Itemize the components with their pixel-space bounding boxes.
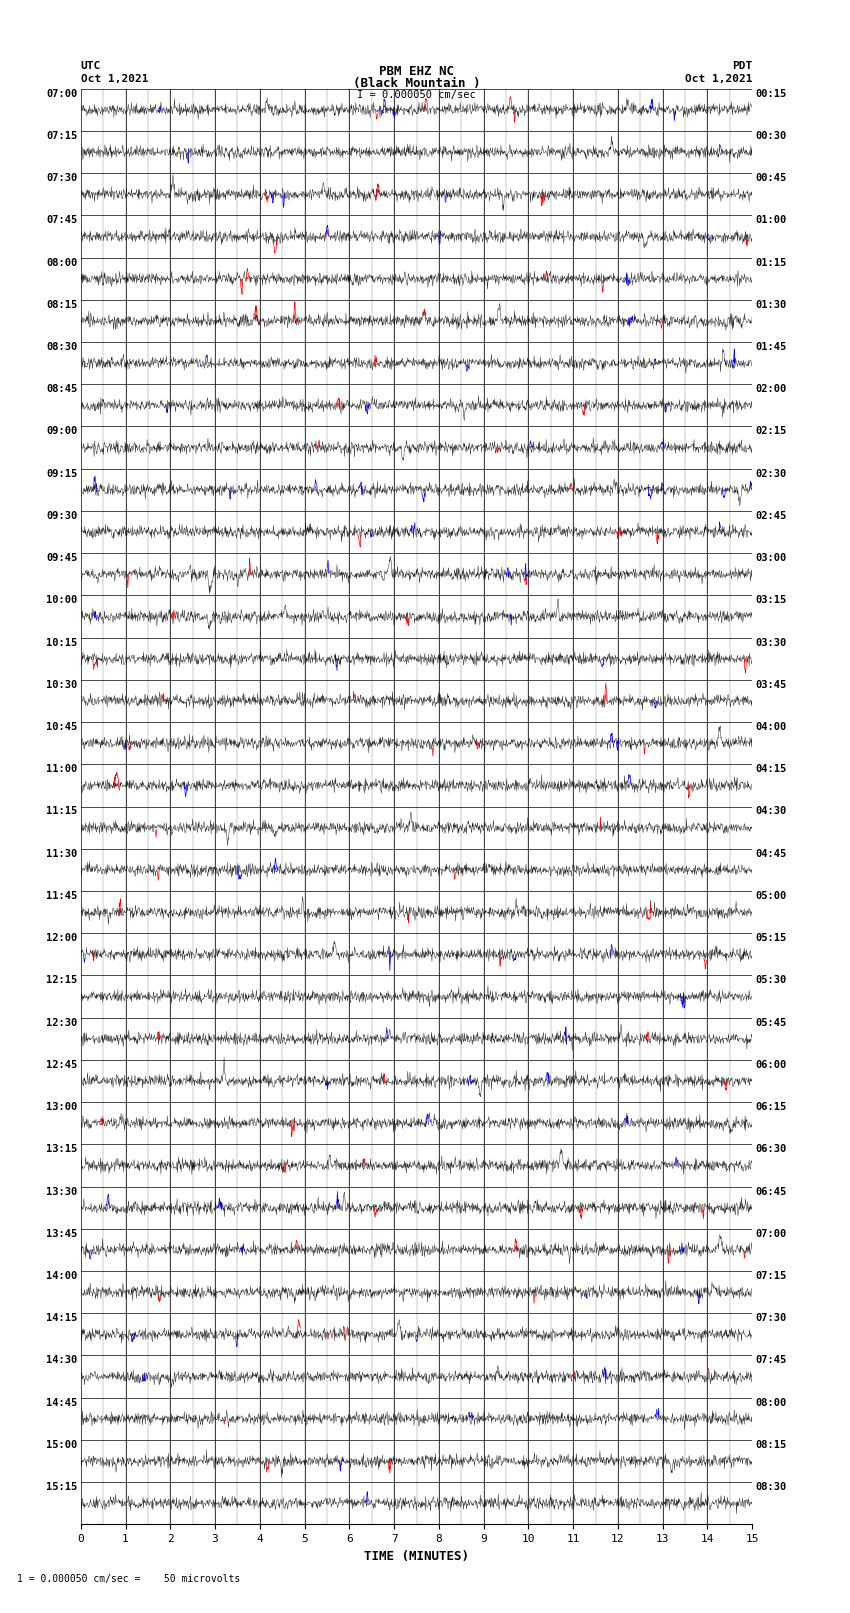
- Text: 15:00: 15:00: [46, 1440, 77, 1450]
- Text: 03:15: 03:15: [756, 595, 787, 605]
- Text: 11:00: 11:00: [46, 765, 77, 774]
- X-axis label: TIME (MINUTES): TIME (MINUTES): [364, 1550, 469, 1563]
- Text: 08:15: 08:15: [46, 300, 77, 310]
- Text: 00:15: 00:15: [756, 89, 787, 98]
- Text: 12:45: 12:45: [46, 1060, 77, 1069]
- Text: 12:00: 12:00: [46, 934, 77, 944]
- Text: 00:30: 00:30: [756, 131, 787, 140]
- Text: 01:00: 01:00: [756, 216, 787, 226]
- Text: 04:00: 04:00: [756, 723, 787, 732]
- Text: 14:45: 14:45: [46, 1397, 77, 1408]
- Text: 03:30: 03:30: [756, 637, 787, 647]
- Text: 01:15: 01:15: [756, 258, 787, 268]
- Text: 05:45: 05:45: [756, 1018, 787, 1027]
- Text: 10:45: 10:45: [46, 723, 77, 732]
- Text: 01:30: 01:30: [756, 300, 787, 310]
- Text: 14:30: 14:30: [46, 1355, 77, 1365]
- Text: PBM EHZ NC: PBM EHZ NC: [379, 65, 454, 77]
- Text: 02:30: 02:30: [756, 469, 787, 479]
- Text: 05:15: 05:15: [756, 934, 787, 944]
- Text: 02:45: 02:45: [756, 511, 787, 521]
- Text: 10:00: 10:00: [46, 595, 77, 605]
- Text: 08:30: 08:30: [756, 1482, 787, 1492]
- Text: 07:30: 07:30: [756, 1313, 787, 1323]
- Text: 03:45: 03:45: [756, 679, 787, 690]
- Text: 04:45: 04:45: [756, 848, 787, 858]
- Text: 07:15: 07:15: [46, 131, 77, 140]
- Text: I = 0.000050 cm/sec: I = 0.000050 cm/sec: [357, 90, 476, 100]
- Text: 09:15: 09:15: [46, 469, 77, 479]
- Text: 10:30: 10:30: [46, 679, 77, 690]
- Text: 08:00: 08:00: [46, 258, 77, 268]
- Text: 07:00: 07:00: [46, 89, 77, 98]
- Text: 06:00: 06:00: [756, 1060, 787, 1069]
- Text: PDT: PDT: [732, 61, 752, 71]
- Text: Oct 1,2021: Oct 1,2021: [685, 74, 752, 84]
- Text: 07:45: 07:45: [756, 1355, 787, 1365]
- Text: 1 = 0.000050 cm/sec =    50 microvolts: 1 = 0.000050 cm/sec = 50 microvolts: [17, 1574, 241, 1584]
- Text: 11:30: 11:30: [46, 848, 77, 858]
- Text: 10:15: 10:15: [46, 637, 77, 647]
- Text: 13:30: 13:30: [46, 1187, 77, 1197]
- Text: 08:30: 08:30: [46, 342, 77, 352]
- Text: 06:30: 06:30: [756, 1144, 787, 1155]
- Text: 01:45: 01:45: [756, 342, 787, 352]
- Text: 05:00: 05:00: [756, 890, 787, 902]
- Text: 04:30: 04:30: [756, 806, 787, 816]
- Text: 07:15: 07:15: [756, 1271, 787, 1281]
- Text: 08:00: 08:00: [756, 1397, 787, 1408]
- Text: 13:45: 13:45: [46, 1229, 77, 1239]
- Text: 02:15: 02:15: [756, 426, 787, 437]
- Text: 11:15: 11:15: [46, 806, 77, 816]
- Text: 00:45: 00:45: [756, 173, 787, 184]
- Text: 06:45: 06:45: [756, 1187, 787, 1197]
- Text: 14:15: 14:15: [46, 1313, 77, 1323]
- Text: 12:30: 12:30: [46, 1018, 77, 1027]
- Text: 08:45: 08:45: [46, 384, 77, 394]
- Text: 08:15: 08:15: [756, 1440, 787, 1450]
- Text: 03:00: 03:00: [756, 553, 787, 563]
- Text: 14:00: 14:00: [46, 1271, 77, 1281]
- Text: 12:15: 12:15: [46, 976, 77, 986]
- Text: 04:15: 04:15: [756, 765, 787, 774]
- Text: (Black Mountain ): (Black Mountain ): [353, 77, 480, 90]
- Text: 07:45: 07:45: [46, 216, 77, 226]
- Text: 09:00: 09:00: [46, 426, 77, 437]
- Text: 06:15: 06:15: [756, 1102, 787, 1111]
- Text: UTC: UTC: [81, 61, 101, 71]
- Text: 02:00: 02:00: [756, 384, 787, 394]
- Text: 13:15: 13:15: [46, 1144, 77, 1155]
- Text: 11:45: 11:45: [46, 890, 77, 902]
- Text: 09:30: 09:30: [46, 511, 77, 521]
- Text: 15:15: 15:15: [46, 1482, 77, 1492]
- Text: 13:00: 13:00: [46, 1102, 77, 1111]
- Text: 05:30: 05:30: [756, 976, 787, 986]
- Text: 09:45: 09:45: [46, 553, 77, 563]
- Text: 07:30: 07:30: [46, 173, 77, 184]
- Text: 07:00: 07:00: [756, 1229, 787, 1239]
- Text: Oct 1,2021: Oct 1,2021: [81, 74, 148, 84]
